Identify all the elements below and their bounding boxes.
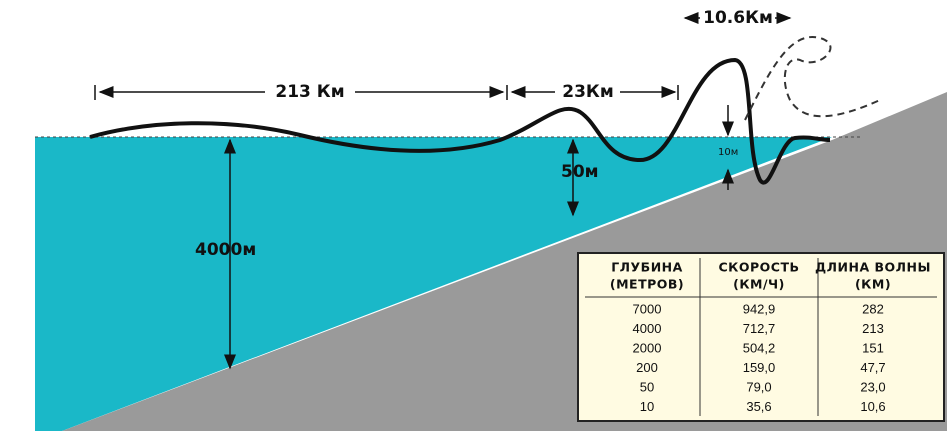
table-cell: 10,6 <box>860 399 885 414</box>
table-cell: 282 <box>862 301 884 316</box>
table-header: СКОРОСТЬ <box>718 260 799 275</box>
depth-label: 50м <box>561 162 599 182</box>
table-cell: 23,0 <box>860 379 885 394</box>
table-box <box>577 252 945 422</box>
table-cell: 942,9 <box>743 301 776 316</box>
table-cell: 200 <box>636 360 658 375</box>
table: ГЛУБИНА (МЕТРОВ) СКОРОСТЬ (КМ/Ч) ДЛИНА ВОЛНЫ… <box>585 258 937 416</box>
table-cell: 4000 <box>633 321 662 336</box>
height-label: 10м <box>718 147 738 158</box>
length-label: 10.6Км <box>703 8 773 28</box>
table-cell: 213 <box>862 321 884 336</box>
table-header: (КМ/Ч) <box>733 277 785 292</box>
table-cell: 79,0 <box>746 379 771 394</box>
table-cell: 10 <box>640 399 654 414</box>
table-cell: 159,0 <box>743 360 776 375</box>
table-cell: 504,2 <box>743 340 776 355</box>
table-cell: 47,7 <box>860 360 885 375</box>
table-cell: 2000 <box>633 340 662 355</box>
table-cell: 151 <box>862 340 884 355</box>
breaking-wave <box>744 35 881 121</box>
table-header: (МЕТРОВ) <box>610 277 684 292</box>
arrows <box>94 12 792 370</box>
wave <box>89 57 831 185</box>
table-cell: 50 <box>640 379 654 394</box>
length-label: 213 Км <box>275 82 344 102</box>
table-header: ГЛУБИНА <box>611 260 683 275</box>
table-header: (КМ) <box>855 277 891 292</box>
table-cell: 7000 <box>633 301 662 316</box>
table-cell: 35,6 <box>746 399 771 414</box>
length-label: 23Км <box>562 82 613 102</box>
table-header: ДЛИНА ВОЛНЫ <box>815 260 931 275</box>
table-cell: 712,7 <box>743 321 776 336</box>
depth-label: 4000м <box>195 240 256 260</box>
